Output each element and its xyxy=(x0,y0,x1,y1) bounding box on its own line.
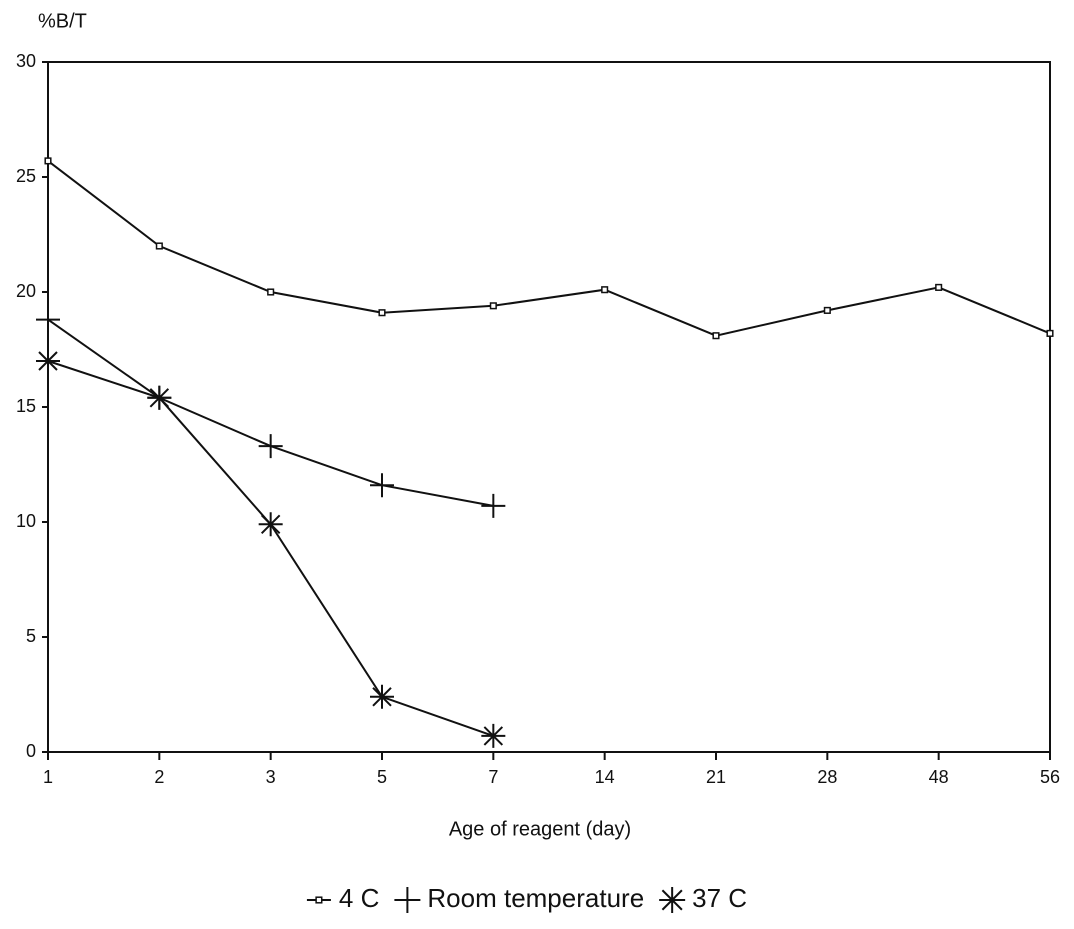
y-tick-label: 15 xyxy=(16,396,36,416)
x-tick-label: 1 xyxy=(43,767,53,787)
x-tick-label: 2 xyxy=(154,767,164,787)
marker xyxy=(267,288,275,296)
legend-label: 4 C xyxy=(339,883,379,913)
marker xyxy=(36,349,60,373)
marker xyxy=(712,332,720,340)
marker xyxy=(44,157,52,165)
y-axis-title: %B/T xyxy=(38,10,87,32)
series-line xyxy=(47,160,1051,337)
marker xyxy=(601,286,609,294)
y-tick-label: 30 xyxy=(16,51,36,71)
y-tick-label: 0 xyxy=(26,741,36,761)
legend-marker xyxy=(659,887,686,913)
x-tick-label: 3 xyxy=(266,767,276,787)
x-tick-label: 56 xyxy=(1040,767,1060,787)
y-tick-label: 25 xyxy=(16,166,36,186)
x-tick-label: 28 xyxy=(817,767,837,787)
y-tick-label: 5 xyxy=(26,626,36,646)
marker xyxy=(36,307,60,332)
marker xyxy=(147,385,172,410)
marker xyxy=(258,512,283,537)
x-tick-label: 14 xyxy=(595,767,615,787)
x-axis-title: Age of reagent (day) xyxy=(449,818,631,840)
y-tick-label: 10 xyxy=(16,511,36,531)
series-line xyxy=(47,360,494,737)
x-tick-label: 48 xyxy=(929,767,949,787)
marker xyxy=(258,434,283,459)
marker xyxy=(935,283,943,291)
marker xyxy=(370,473,394,498)
legend-marker xyxy=(315,896,323,904)
x-tick-label: 5 xyxy=(377,767,387,787)
marker xyxy=(378,309,386,317)
legend-marker xyxy=(394,887,421,913)
legend-label: Room temperature xyxy=(427,883,644,913)
series-line xyxy=(47,318,494,507)
marker xyxy=(155,242,163,250)
y-tick-label: 20 xyxy=(16,281,36,301)
x-tick-label: 21 xyxy=(706,767,726,787)
marker xyxy=(489,302,497,310)
plot-frame xyxy=(47,61,1051,753)
marker xyxy=(481,723,506,748)
marker xyxy=(1046,329,1054,337)
legend-label: 37 C xyxy=(692,883,747,913)
x-tick-label: 7 xyxy=(488,767,498,787)
marker xyxy=(823,306,831,314)
marker xyxy=(370,684,394,709)
marker xyxy=(481,493,506,518)
legend: 4 C Room temperature 37 C xyxy=(306,883,747,913)
